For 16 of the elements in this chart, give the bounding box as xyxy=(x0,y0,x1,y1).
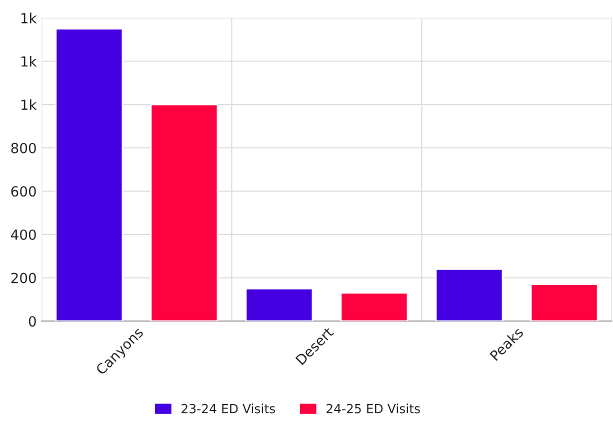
bar xyxy=(245,288,314,322)
bar xyxy=(435,268,504,322)
y-tick-label: 200 xyxy=(11,272,36,284)
bar xyxy=(340,292,408,322)
y-tick-label: 800 xyxy=(11,142,36,154)
bar xyxy=(530,284,598,322)
legend-label: 24-25 ED Visits xyxy=(326,404,420,414)
y-tick-label: 1k xyxy=(21,12,37,24)
y-tick-label: 1k xyxy=(21,56,37,67)
y-tick-label: 0 xyxy=(28,316,36,327)
legend-label: 23-24 ED Visits xyxy=(182,404,276,414)
bar xyxy=(55,28,124,322)
bar xyxy=(150,104,218,322)
y-tick-label: 1k xyxy=(21,99,37,110)
y-tick-label: 600 xyxy=(11,186,36,197)
y-tick-label: 400 xyxy=(10,229,36,240)
